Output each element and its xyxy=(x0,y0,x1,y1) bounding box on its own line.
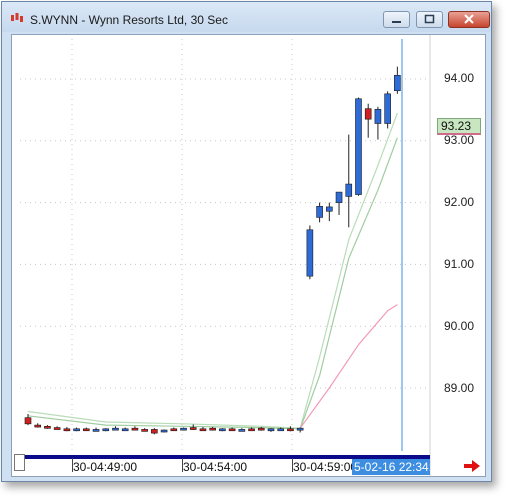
window-title: S.WYNN - Wynn Resorts Ltd, 30 Sec xyxy=(30,13,228,27)
cursor-time-label: 5-02-16 22:34:00 xyxy=(352,459,430,475)
candle-up xyxy=(277,428,285,432)
candle-down xyxy=(151,429,158,434)
price-tick-label: 92.00 xyxy=(444,195,475,209)
chart-app-icon xyxy=(11,13,23,22)
price-tick-label: 89.00 xyxy=(444,381,475,395)
current-price-badge: 93.23 xyxy=(437,118,481,135)
time-tick xyxy=(182,458,183,472)
candle-down xyxy=(257,427,265,431)
time-tick-label: 30-04:59:00 xyxy=(293,460,358,474)
close-icon xyxy=(464,14,474,24)
candle-down xyxy=(24,417,32,425)
candle-up xyxy=(296,427,304,431)
candle-up xyxy=(326,206,333,212)
candle-down xyxy=(170,428,178,432)
close-button[interactable] xyxy=(448,11,490,28)
price-tick-label: 94.00 xyxy=(444,71,475,85)
candle-down xyxy=(189,427,197,430)
candle-up xyxy=(345,183,353,197)
scroll-start-box[interactable] xyxy=(14,454,25,471)
price-tick-label: 93.00 xyxy=(444,133,475,147)
candle-up xyxy=(160,429,168,433)
price-tick-label: 90.00 xyxy=(444,319,475,333)
candle-down xyxy=(44,426,51,429)
candle-up xyxy=(219,428,226,432)
minimize-button[interactable] xyxy=(383,11,410,28)
candle-down xyxy=(131,427,139,431)
chart-area[interactable]: 94.00 93.00 92.00 91.00 90.00 89.00 93.2… xyxy=(11,34,486,477)
moving-average-pink xyxy=(299,304,398,429)
candle-up xyxy=(238,429,246,432)
time-tick xyxy=(292,458,293,472)
maximize-button[interactable] xyxy=(416,11,443,28)
moving-average-slow xyxy=(27,137,398,430)
moving-average-fast xyxy=(27,112,398,429)
candle-down xyxy=(248,428,255,432)
candle-down xyxy=(63,428,71,432)
candle-up xyxy=(112,427,119,431)
candle-down xyxy=(287,428,294,432)
candle-up xyxy=(394,74,401,92)
candle-down xyxy=(364,108,372,120)
chart-window: S.WYNN - Wynn Resorts Ltd, 30 Sec 94.00 … xyxy=(1,1,492,482)
candle-up xyxy=(121,428,129,432)
title-bar[interactable]: S.WYNN - Wynn Resorts Ltd, 30 Sec xyxy=(2,2,491,32)
candle-down xyxy=(34,424,42,428)
candle-down xyxy=(83,428,90,432)
candle-up xyxy=(335,191,343,203)
candle-up xyxy=(316,206,323,218)
candle-up xyxy=(73,428,80,432)
candle-down xyxy=(209,427,216,431)
candle-down xyxy=(53,427,61,430)
candle-up xyxy=(267,428,275,432)
candle-up xyxy=(102,428,110,432)
candle-down xyxy=(141,429,148,432)
time-scroll-bar[interactable] xyxy=(25,455,430,459)
price-tick-label: 91.00 xyxy=(444,257,475,271)
candle-up xyxy=(180,427,187,431)
price-chart[interactable] xyxy=(12,35,485,476)
candle-down xyxy=(199,428,207,432)
time-tick xyxy=(72,458,73,472)
candle-up xyxy=(374,108,382,124)
minimize-icon xyxy=(392,21,401,23)
candle-up xyxy=(306,229,314,277)
candle-up xyxy=(355,98,362,195)
time-tick-label: 30-04:49:00 xyxy=(73,460,138,474)
candle-down xyxy=(228,428,236,432)
scroll-right-arrow-icon[interactable] xyxy=(462,459,482,473)
candle-up xyxy=(92,429,100,432)
maximize-icon xyxy=(424,14,435,24)
time-tick-label: 30-04:54:00 xyxy=(183,460,248,474)
candle-up xyxy=(384,93,391,124)
